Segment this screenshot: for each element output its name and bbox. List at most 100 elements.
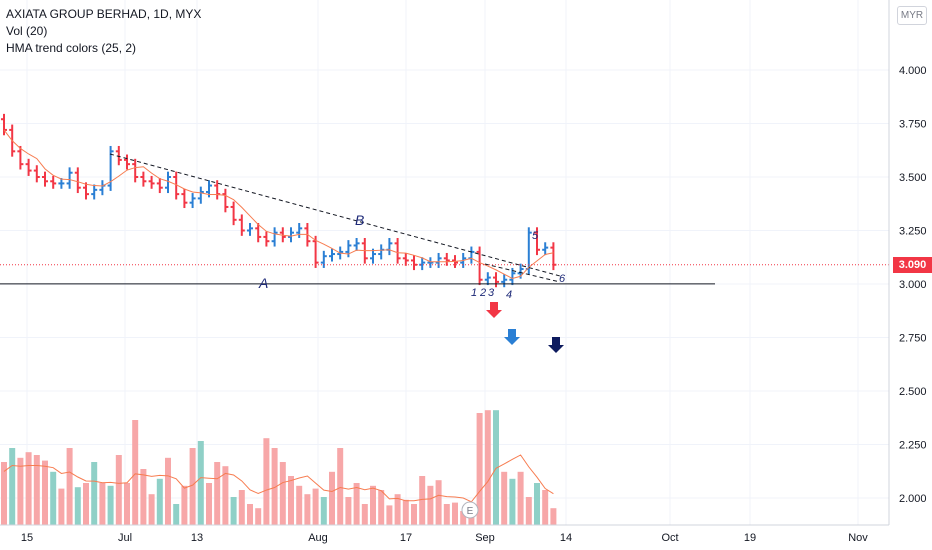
price-tick-label: 3.500 (899, 172, 927, 184)
volume-bar (33, 455, 40, 525)
last-price-label: 3.090 (893, 257, 932, 273)
volume-bar (58, 488, 65, 525)
time-tick-label: Sep (475, 532, 495, 544)
volume-bar (370, 485, 376, 525)
volume-bar (148, 494, 155, 525)
volume-bar (74, 487, 81, 525)
volume-bar (353, 483, 360, 525)
volume-bar (25, 452, 32, 525)
volume-bar (525, 497, 532, 525)
down-arrow-navy (548, 337, 564, 353)
volume-bar (255, 508, 262, 525)
chart-legend: AXIATA GROUP BERHAD, 1D, MYX Vol (20) HM… (6, 6, 201, 57)
volume-bar (296, 485, 303, 525)
wave-label: 2 (479, 287, 486, 299)
volume-bar (206, 483, 212, 525)
currency-button[interactable]: MYR (897, 6, 927, 25)
volume-bar (247, 504, 253, 525)
time-tick-label: Nov (848, 532, 868, 544)
wave-label: 5 (532, 230, 539, 242)
volume-bar (263, 438, 270, 525)
volume-bar (550, 508, 557, 525)
volume-bar (312, 488, 319, 525)
volume-bar (386, 505, 393, 525)
event-marker-label: E (467, 506, 474, 517)
volume-bar (66, 448, 73, 525)
volume-bar (91, 462, 98, 525)
volume-bar (411, 504, 417, 525)
volume-bar (279, 462, 286, 525)
volume-bar (222, 466, 229, 525)
grid (0, 0, 889, 525)
volume-bar (238, 490, 245, 525)
volume-bar (460, 511, 467, 525)
volume-bar (132, 420, 139, 525)
time-tick-label: 14 (560, 532, 572, 544)
volume-bar (402, 499, 409, 525)
time-tick-label: Aug (308, 532, 328, 544)
price-axis[interactable]: 4.000 3.750 3.500 3.250 3.000 2.750 2.500 2.250… (899, 65, 927, 505)
volume-bar (361, 504, 368, 525)
price-tick-label: 2.000 (899, 493, 927, 505)
line-a-label: A (258, 275, 268, 291)
price-tick-label: 2.500 (899, 386, 927, 398)
volume-bar (17, 457, 24, 525)
wave-dashed-line (484, 263, 561, 283)
time-tick-label: 17 (400, 532, 412, 544)
hma-indicator-label[interactable]: HMA trend colors (25, 2) (6, 41, 137, 55)
time-tick-label: 19 (744, 532, 756, 544)
time-axis[interactable]: 15 Jul 13 Aug 17 Sep 14 Oct 19 Nov (21, 532, 868, 544)
price-tick-label: 4.000 (899, 65, 927, 77)
volume-bar (214, 462, 221, 525)
chart-background (0, 0, 889, 525)
time-tick-label: Oct (661, 532, 678, 544)
volume-bar (271, 448, 278, 525)
volume-bar (181, 485, 188, 525)
price-tick-label: 3.250 (899, 226, 927, 238)
volume-bar (140, 469, 147, 525)
line-b-label: B (355, 212, 364, 228)
wave-label: 6 (559, 273, 566, 285)
volume-bar (173, 504, 180, 525)
volume-bar (1, 462, 7, 525)
volume-bar (304, 494, 311, 525)
volume-bar (189, 448, 196, 525)
down-arrow-blue (504, 329, 520, 345)
volume-bar (452, 502, 458, 525)
volume-bar (288, 476, 294, 525)
volume-bar (484, 410, 491, 525)
overlay-layer: A B 1 2 3 4 5 6 E (0, 153, 889, 519)
time-tick-label: 15 (21, 532, 33, 544)
trendline-b (109, 153, 561, 277)
volume-bar (534, 483, 540, 525)
volume-bar (197, 441, 204, 525)
volume-bar (83, 483, 89, 525)
volume-bar (394, 494, 401, 525)
volume-indicator-label[interactable]: Vol (20) (6, 24, 48, 38)
volume-layer (1, 410, 557, 525)
price-tick-label: 2.750 (899, 333, 927, 345)
volume-bar (493, 410, 499, 525)
volume-bar (124, 483, 130, 525)
volume-bar (320, 497, 327, 525)
event-marker (461, 501, 479, 519)
price-tick-label: 2.250 (899, 440, 927, 452)
wave-label: 3 (488, 287, 495, 299)
price-bars (1, 113, 557, 288)
volume-bar (476, 413, 483, 525)
volume-bar (509, 478, 516, 525)
volume-bar (50, 471, 57, 525)
volume-bar (115, 455, 122, 525)
volume-bar (345, 497, 352, 525)
volume-bar (419, 476, 426, 525)
time-tick-label: Jul (118, 532, 132, 544)
volume-bar (329, 471, 335, 525)
volume-bar (501, 471, 508, 525)
volume-bar (156, 478, 163, 525)
volume-ma-line (3, 454, 554, 503)
price-tick-label: 3.750 (899, 119, 927, 131)
symbol-title[interactable]: AXIATA GROUP BERHAD, 1D, MYX (6, 7, 202, 21)
volume-bar (107, 485, 114, 525)
volume-bar (435, 480, 442, 525)
